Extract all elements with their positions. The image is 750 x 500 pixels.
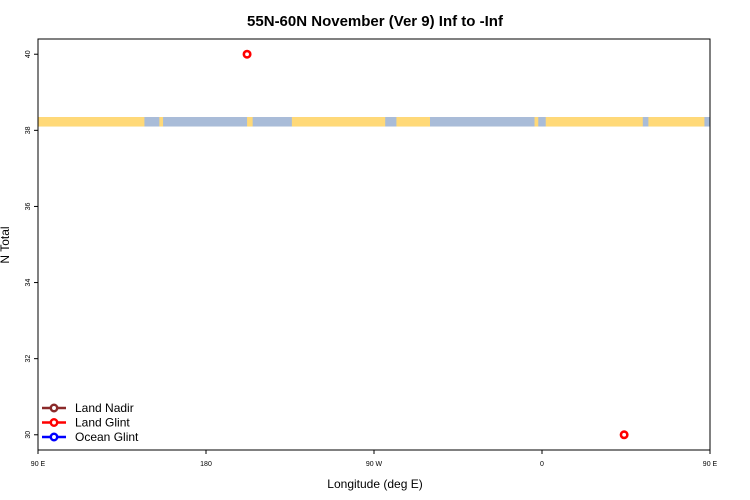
land-segment: [159, 117, 164, 127]
data-point: [242, 49, 252, 59]
plot-frame: [37, 38, 711, 451]
legend-label: Ocean Glint: [75, 430, 139, 444]
data-point: [619, 430, 629, 440]
legend-item: Ocean Glint: [42, 430, 139, 444]
land-strip: [38, 117, 710, 127]
legend-label: Land Glint: [75, 416, 130, 430]
y-tick-label: 38: [25, 126, 32, 134]
data-points: [242, 49, 629, 440]
x-tick-label: 0: [540, 461, 544, 468]
y-tick-label: 32: [25, 355, 32, 363]
legend-item: Land Nadir: [42, 401, 134, 415]
legend-marker: [49, 432, 59, 442]
x-axis-ticks: 90 E 180 90 W 0 90 E: [31, 450, 718, 468]
land-segment: [534, 117, 539, 127]
x-tick-label: 90 E: [703, 461, 718, 468]
chart-title: 55N-60N November (Ver 9) Inf to -Inf: [247, 13, 504, 30]
x-axis-label: Longitude (deg E): [327, 477, 422, 491]
land-segment: [38, 117, 145, 127]
y-axis-ticks: 30 32 34 36 38 40: [25, 50, 38, 439]
y-tick-label: 36: [25, 202, 32, 210]
y-tick-label: 34: [25, 279, 32, 287]
x-tick-label: 180: [200, 461, 212, 468]
x-tick-label: 90 E: [31, 461, 46, 468]
land-segment: [545, 117, 643, 127]
y-tick-label: 40: [25, 50, 32, 58]
legend-item: Land Glint: [42, 416, 130, 430]
y-tick-label: 30: [25, 431, 32, 439]
legend-marker: [49, 418, 59, 427]
legend-label: Land Nadir: [75, 401, 134, 415]
y-axis-label: N Total: [0, 226, 12, 263]
land-segment: [396, 117, 430, 127]
land-segment: [291, 117, 386, 127]
x-tick-label: 90 W: [366, 461, 383, 468]
land-segment: [247, 117, 253, 127]
legend-marker: [49, 403, 59, 413]
land-segment: [648, 117, 705, 127]
